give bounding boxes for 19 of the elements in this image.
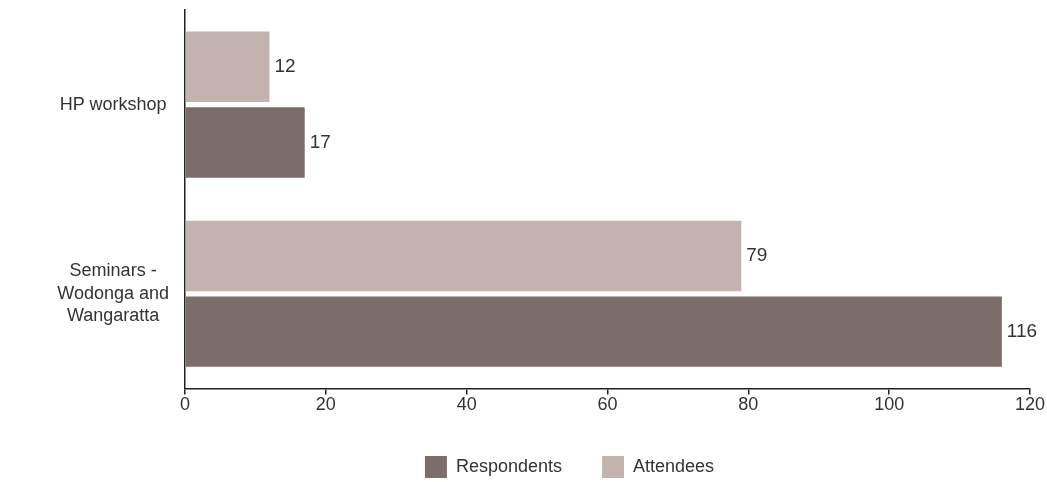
x-tick-label: 120	[1014, 394, 1046, 415]
data-label: 116	[1006, 319, 1038, 341]
y-tick-label: HP workshop	[59, 93, 167, 114]
data-label: 12	[274, 54, 296, 76]
y-tick-label: Seminars - Wodonga and Wangaratta	[57, 260, 169, 326]
bar	[185, 107, 305, 178]
bar	[185, 220, 742, 292]
x-tick-label: 20	[315, 394, 336, 415]
x-tick-label: 100	[874, 394, 905, 415]
legend-label: Attendees	[633, 455, 751, 476]
x-tick-label: 60	[597, 394, 618, 415]
x-tick-label: 40	[456, 394, 477, 415]
data-label: 17	[309, 130, 331, 152]
x-tick-label: 0	[179, 394, 191, 415]
bar	[185, 31, 270, 102]
x-tick-label: 80	[738, 394, 759, 415]
bar	[185, 296, 1002, 367]
data-label: 79	[746, 244, 768, 266]
legend-label: Respondents	[455, 455, 563, 476]
